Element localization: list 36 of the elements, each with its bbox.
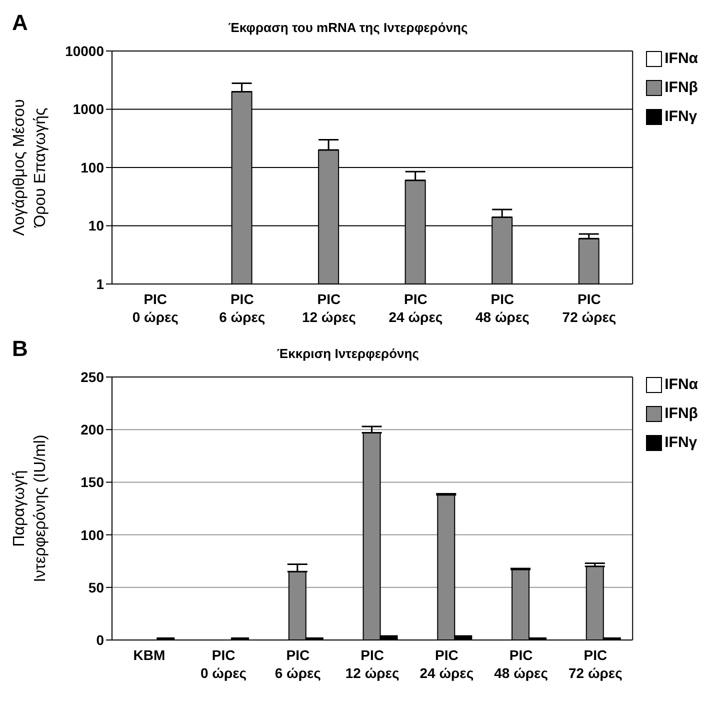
- x-tick-label: PIC 48 ώρες: [494, 647, 548, 681]
- x-tick-label: PIC 48 ώρες: [476, 291, 530, 325]
- y-tick-label: 150: [80, 474, 104, 490]
- x-tick-label: KBM: [133, 647, 166, 663]
- x-tick-label: PIC 72 ώρες: [562, 291, 616, 325]
- y-tick-label: 10: [88, 218, 104, 234]
- y-tick-label: 200: [80, 422, 104, 438]
- x-tick-label: PIC 0 ώρες: [200, 647, 247, 681]
- y-axis-title: Παραγωγή Ιντερφερόνης (IU/ml): [11, 434, 49, 582]
- legend-label: IFNβ: [664, 405, 698, 422]
- x-tick-label: PIC 24 ώρες: [420, 647, 474, 681]
- chart-title: Έκφραση του mRNA της Ιντερφερόνης: [228, 20, 468, 35]
- y-tick-label: 0: [96, 632, 104, 648]
- y-tick-label: 50: [88, 579, 104, 596]
- chart-title: Έκκριση Ιντερφερόνης: [277, 346, 419, 361]
- legend-label: IFNγ: [664, 434, 698, 451]
- x-tick-label: PIC 0 ώρες: [132, 291, 178, 325]
- legend-label: IFNα: [664, 376, 698, 393]
- x-tick-label: PIC 12 ώρες: [345, 647, 400, 681]
- x-tick-label: PIC 12 ώρες: [302, 291, 356, 325]
- text: B: [12, 336, 28, 362]
- y-tick-label: 1000: [72, 101, 104, 118]
- x-tick-label: PIC 72 ώρες: [568, 647, 622, 681]
- legend-label: IFNα: [664, 50, 698, 67]
- x-tick-label: PIC 24 ώρες: [388, 291, 443, 325]
- legend-label: IFNβ: [664, 79, 698, 96]
- y-tick-label: 250: [80, 368, 104, 385]
- y-tick-label: 100: [80, 526, 104, 543]
- y-tick-label: 100: [80, 159, 104, 176]
- legend-label: IFNγ: [664, 108, 698, 125]
- x-tick-label: PIC 6 ώρες: [274, 647, 321, 681]
- y-tick-label: 1: [96, 276, 104, 292]
- y-axis-title: Λογάριθμος Μέσου Όρου Επαγωγής: [11, 99, 49, 236]
- x-tick-label: PIC 6 ώρες: [219, 291, 266, 325]
- text: A: [12, 10, 28, 36]
- y-tick-label: 10000: [65, 42, 104, 59]
